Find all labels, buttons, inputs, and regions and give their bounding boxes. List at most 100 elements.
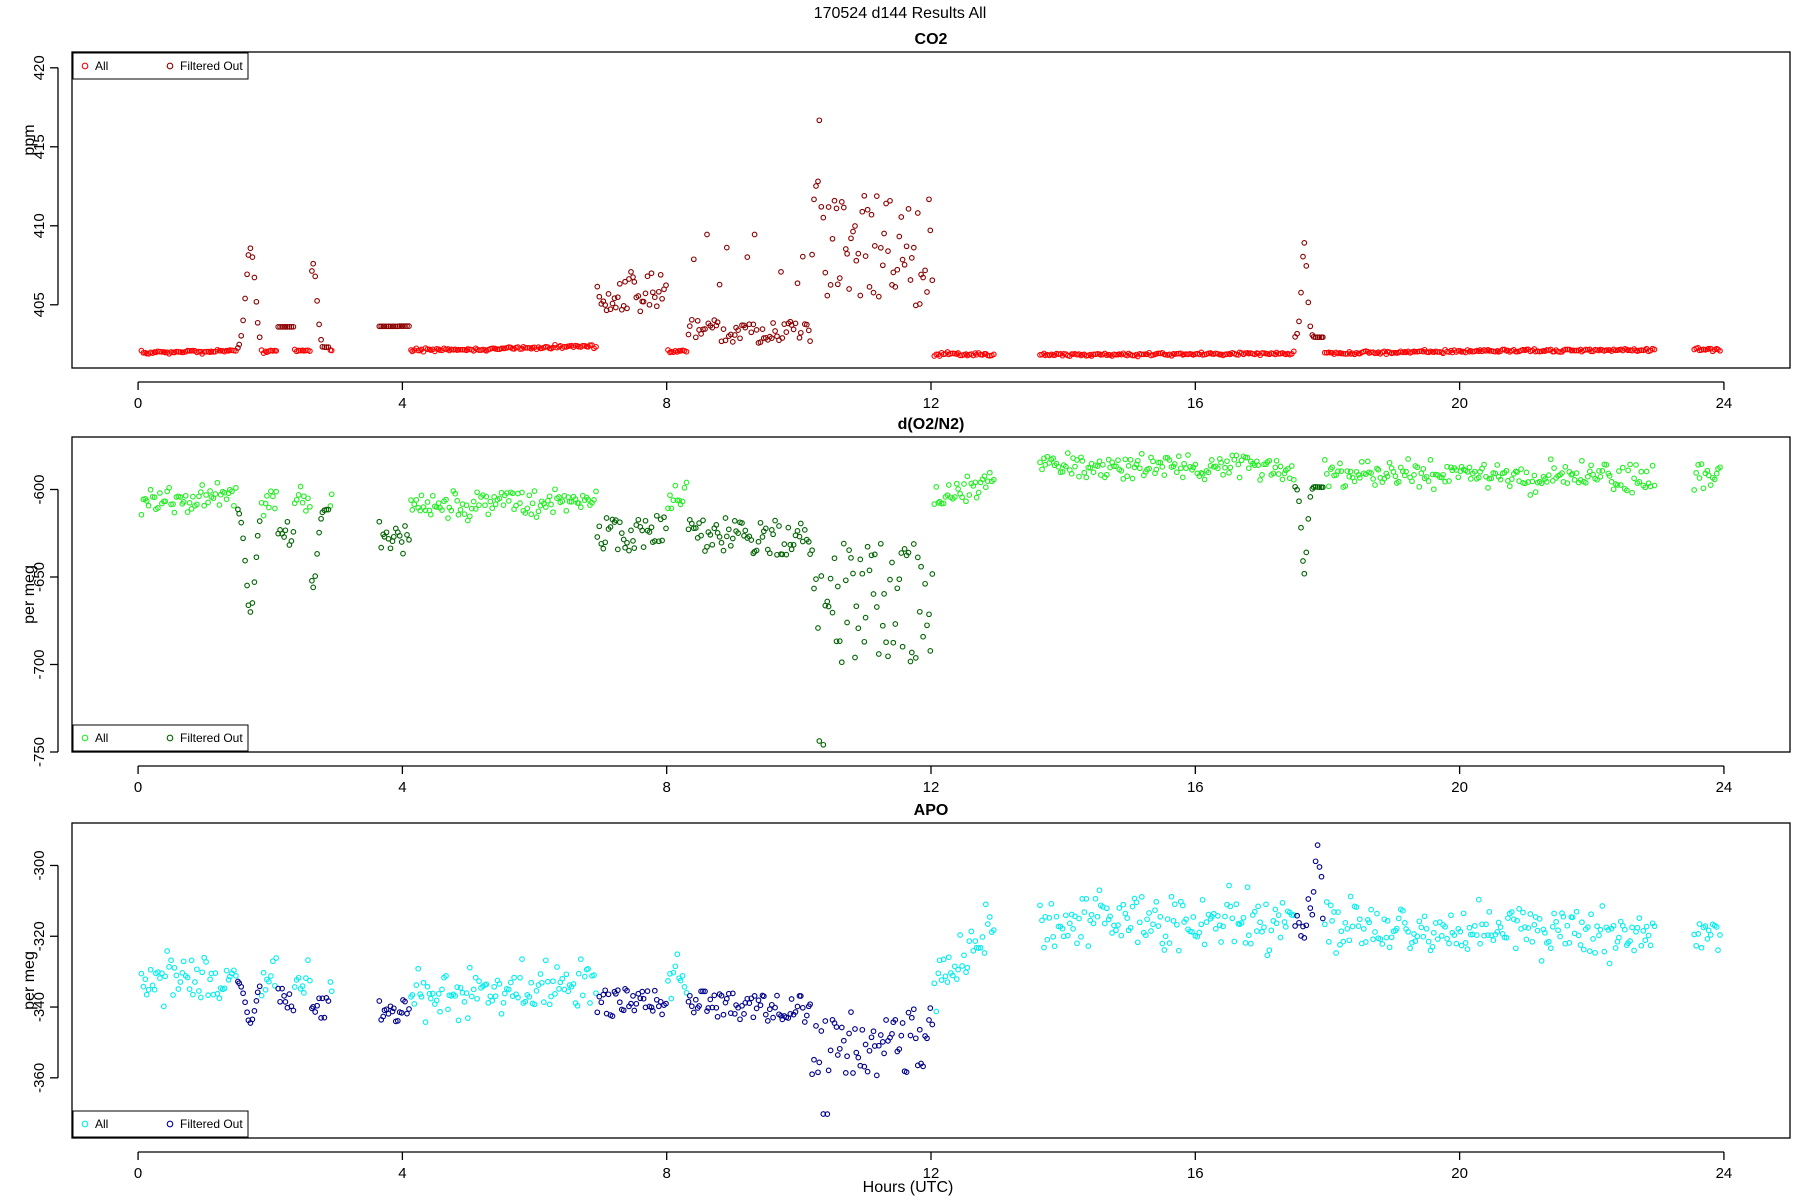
data-point [772,1004,778,1011]
data-point [1212,925,1219,932]
co2-plot-frame [71,51,1791,369]
data-point [1140,351,1147,358]
data-point [716,281,723,288]
data-point [762,525,769,532]
data-point [850,228,856,235]
data-point [787,1011,794,1017]
data-point [990,351,997,358]
data-point [406,536,412,543]
data-point [914,554,921,561]
data-point [750,321,757,328]
data-point [422,507,429,514]
data-point [1146,910,1152,916]
data-point [1103,471,1110,478]
data-point [455,511,462,518]
data-point [1236,474,1243,481]
data-point [646,529,653,535]
data-point [404,323,410,329]
data-point [834,1052,841,1058]
data-point [157,348,163,355]
data-point [1490,937,1497,944]
data-point [596,293,603,300]
data-point [574,1002,581,1009]
data-point [459,989,466,996]
data-point [1580,946,1587,953]
data-point [452,490,459,497]
data-point [1638,468,1645,475]
data-point [670,497,677,504]
data-point [927,648,934,654]
data-point [927,227,934,234]
data-point [907,277,914,283]
data-point [598,999,605,1006]
data-point [683,348,690,355]
data-point [1124,915,1131,921]
data-point [861,192,868,199]
data-point [402,323,408,329]
data-point [1090,920,1097,927]
data-point [1342,919,1349,926]
data-point [899,1020,906,1026]
data-point [376,518,383,525]
data-point [714,1013,721,1020]
data-point [1096,458,1103,465]
data-point [1695,461,1702,468]
data-point [594,1009,601,1016]
data-point [1475,348,1482,355]
data-point [466,964,473,971]
data-point [788,546,795,553]
data-point [825,603,832,610]
data-point [1631,475,1637,482]
data-point [846,286,852,292]
data-point [834,583,841,590]
data-point [1488,475,1495,482]
data-point [1405,928,1411,935]
data-point [1522,924,1528,930]
data-point [1142,932,1149,939]
data-point [731,1010,738,1017]
data-point [644,988,651,994]
data-point [392,323,399,330]
data-point [816,117,823,124]
data-point [273,488,280,495]
data-point [807,338,813,344]
data-point [778,1012,784,1019]
data-point [1319,334,1326,341]
data-point [196,988,202,994]
data-point [729,990,736,997]
data-point [260,969,267,976]
data-point [1072,463,1078,470]
data-point [1344,925,1351,932]
data-point [1647,483,1654,490]
data-point [1088,911,1095,918]
data-point [949,972,956,979]
data-point [188,957,195,964]
data-point [887,197,893,204]
data-point [659,1011,665,1018]
data-point [866,284,873,290]
data-point [1440,471,1446,478]
data-point [855,250,862,257]
data-point [651,294,658,301]
data-point [1062,912,1069,919]
data-point [778,269,784,275]
co2-legend: All Filtered Out [72,52,249,80]
data-point [1218,459,1224,466]
data-point [1448,464,1454,471]
data-point [1094,913,1101,920]
data-point [855,625,862,632]
data-point [1355,923,1362,929]
data-point [214,990,221,997]
data-point [217,347,224,354]
data-point [199,969,206,976]
data-point [1175,453,1182,460]
data-point [1707,482,1714,488]
data-point [177,979,184,985]
data-point [908,1014,915,1021]
data-point [1157,913,1164,920]
data-point [1101,920,1108,927]
data-point [1383,934,1390,941]
data-point [1281,470,1288,477]
data-point [247,609,254,615]
data-point [390,323,397,330]
